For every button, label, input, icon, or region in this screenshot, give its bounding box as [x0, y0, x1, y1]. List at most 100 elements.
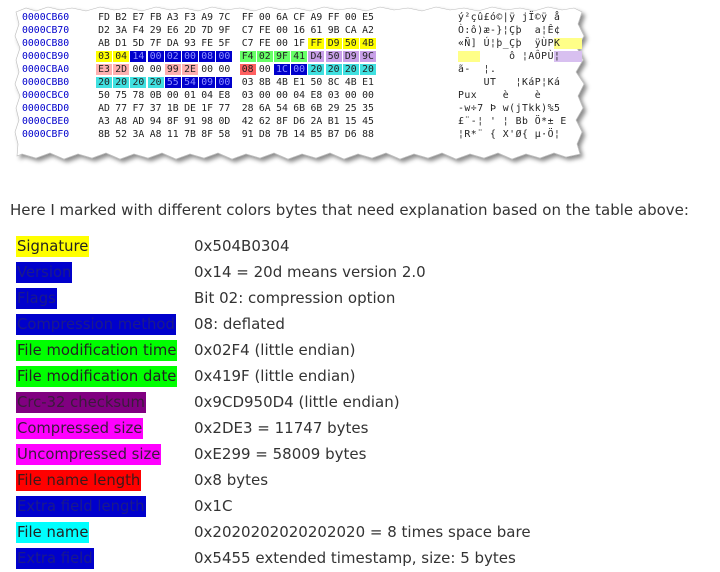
ascii-highlight: [458, 50, 480, 62]
hex-byte: 98: [201, 115, 214, 127]
hex-byte: 2A: [310, 115, 323, 127]
hex-byte: 9B: [327, 24, 340, 36]
hex-byte: 02: [164, 50, 181, 62]
hex-byte: 0D: [218, 115, 231, 127]
hex-byte: 7C: [218, 12, 231, 23]
hex-byte: 6B: [310, 102, 323, 114]
hex-byte: FE: [258, 24, 271, 36]
hex-ascii: UT ¦KáP¦Ká: [458, 76, 561, 88]
legend-label: Extra field: [16, 548, 94, 569]
hex-byte: FF: [308, 37, 325, 49]
hex-byte: 16: [293, 24, 306, 36]
hex-byte: 9F: [274, 50, 290, 62]
legend-label: File name length: [16, 470, 142, 491]
hex-byte: D1: [115, 37, 128, 49]
hex-byte: DA: [166, 37, 179, 49]
hex-byte: 9F: [218, 24, 231, 36]
hex-byte: FF: [327, 12, 340, 23]
hex-byte: FD: [98, 12, 110, 23]
hex-byte: FF: [241, 12, 254, 23]
hex-byte: 20: [96, 76, 112, 88]
hex-byte: 77: [218, 102, 231, 114]
hex-byte: 50: [310, 76, 323, 88]
hex-byte: 1F: [293, 37, 306, 49]
hex-byte: 77: [115, 102, 128, 114]
hex-byte: 03: [241, 76, 254, 88]
hex-byte: 54: [182, 76, 198, 88]
hex-byte: F4: [239, 50, 256, 62]
hex-byte: 7B: [184, 128, 196, 140]
hex-byte: 20: [130, 76, 147, 88]
hex-byte: 00: [291, 63, 308, 75]
legend-value: 08: deflated: [194, 315, 285, 333]
hex-byte: 2E: [182, 63, 198, 75]
hex-byte: 00: [276, 24, 288, 36]
hex-byte: B1: [327, 115, 340, 127]
hex-byte: E6: [166, 24, 179, 36]
hex-byte: 9C: [360, 50, 376, 62]
hex-byte: 35: [362, 102, 374, 114]
hex-byte: A8: [115, 115, 128, 127]
hex-byte: 8F: [166, 115, 179, 127]
hex-byte: 15: [344, 115, 357, 127]
hex-byte: 00: [216, 76, 233, 88]
hex-byte: B5: [310, 128, 323, 140]
legend-label: File modification date: [16, 366, 178, 387]
hex-byte: DE: [184, 102, 196, 114]
hex-byte: 28: [241, 102, 254, 114]
hex-byte: 04: [201, 89, 214, 101]
hex-byte: A3: [166, 12, 179, 23]
legend-label: Extra field length: [16, 496, 146, 517]
hex-byte: 94: [149, 115, 162, 127]
hex-byte: 20: [113, 76, 130, 88]
hex-byte: 14: [293, 128, 306, 140]
hex-address: 0000CB80: [22, 37, 70, 49]
hex-byte: 2D: [113, 63, 130, 75]
legend-label: File modification time: [16, 340, 178, 361]
hex-byte: 25: [344, 102, 357, 114]
hex-byte: 3A: [115, 24, 128, 36]
hex-byte: 55: [164, 76, 181, 88]
hex-byte: 00: [362, 89, 374, 101]
hex-byte: E8: [310, 89, 323, 101]
hex-byte: 00: [276, 37, 288, 49]
hex-byte: 88: [362, 128, 374, 140]
legend-label: Compression method: [16, 314, 176, 335]
hex-byte: 58: [218, 128, 231, 140]
hex-byte: 91: [241, 128, 254, 140]
hex-byte: D2: [98, 24, 110, 36]
hex-byte: 00: [201, 63, 214, 75]
legend-value: 0x9CD950D4 (little endian): [194, 393, 400, 411]
hex-byte: 6B: [293, 102, 306, 114]
legend-label: Compressed size: [16, 418, 144, 439]
hex-byte: 78: [132, 89, 145, 101]
legend-value: 0x2DE3 = 11747 bytes: [194, 419, 369, 437]
hex-byte: 1F: [201, 102, 214, 114]
hex-byte: CF: [293, 12, 306, 23]
hex-byte: 00: [276, 89, 288, 101]
hex-byte: D4: [308, 50, 325, 62]
hex-byte: F4: [132, 24, 145, 36]
hex-address: 0000CB70: [22, 24, 70, 36]
hex-byte: 20: [308, 63, 325, 75]
hex-byte: E1: [293, 76, 306, 88]
hex-byte: 03: [241, 89, 254, 101]
hex-ascii: -w÷7 Þ w(jTkk)%5: [458, 102, 561, 114]
hex-byte: 37: [149, 102, 162, 114]
hex-byte: 00: [258, 89, 271, 101]
hex-byte: 8B: [98, 128, 110, 140]
hex-byte: E1: [362, 76, 374, 88]
hex-byte: 00: [258, 12, 271, 23]
torn-paper-frame: [14, 6, 585, 160]
hex-byte: D8: [258, 128, 271, 140]
hex-byte: D6: [344, 128, 357, 140]
hex-address: 0000CBD0: [22, 102, 70, 114]
hex-byte: FE: [201, 37, 214, 49]
hex-byte: 00: [147, 50, 164, 62]
hex-byte: 00: [216, 50, 233, 62]
legend-value: 0x8 bytes: [194, 471, 269, 489]
hex-byte: 5F: [218, 37, 231, 49]
hex-byte: 04: [113, 50, 130, 62]
hex-byte: A8: [149, 128, 162, 140]
legend-value: 0x14 = 20d means version 2.0: [194, 263, 426, 281]
